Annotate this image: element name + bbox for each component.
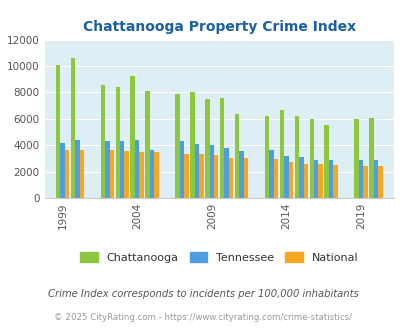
Bar	[333, 165, 337, 198]
Bar	[70, 58, 75, 198]
Bar	[65, 150, 69, 198]
Bar	[75, 140, 79, 198]
Bar	[358, 160, 362, 198]
Bar	[194, 144, 198, 198]
Bar	[298, 157, 303, 198]
Bar	[134, 140, 139, 198]
Bar	[154, 152, 158, 198]
Bar	[354, 119, 358, 198]
Bar	[373, 160, 377, 198]
Bar	[175, 94, 179, 198]
Bar	[284, 156, 288, 198]
Bar	[130, 76, 134, 198]
Bar	[145, 91, 149, 198]
Bar	[205, 99, 209, 198]
Bar	[234, 114, 239, 198]
Bar	[368, 118, 373, 198]
Bar	[56, 65, 60, 198]
Bar	[100, 85, 105, 198]
Legend: Chattanooga, Tennessee, National: Chattanooga, Tennessee, National	[75, 248, 362, 268]
Bar	[273, 159, 277, 198]
Bar	[309, 119, 313, 198]
Bar	[318, 164, 322, 198]
Text: Crime Index corresponds to incidents per 100,000 inhabitants: Crime Index corresponds to incidents per…	[47, 289, 358, 299]
Bar	[209, 145, 213, 198]
Bar	[190, 92, 194, 198]
Bar	[179, 141, 184, 198]
Bar	[109, 150, 114, 198]
Bar	[149, 150, 154, 198]
Bar	[213, 155, 218, 198]
Text: © 2025 CityRating.com - https://www.cityrating.com/crime-statistics/: © 2025 CityRating.com - https://www.city…	[54, 313, 351, 322]
Bar	[239, 151, 243, 198]
Bar	[220, 98, 224, 198]
Bar	[328, 160, 333, 198]
Bar	[288, 162, 292, 198]
Bar	[124, 151, 129, 198]
Bar	[264, 115, 269, 198]
Bar	[377, 166, 382, 198]
Bar	[228, 158, 233, 198]
Bar	[120, 141, 124, 198]
Bar	[224, 148, 228, 198]
Bar	[279, 110, 283, 198]
Bar	[184, 154, 188, 198]
Bar	[324, 125, 328, 198]
Bar	[115, 87, 120, 198]
Bar	[79, 150, 84, 198]
Bar	[105, 141, 109, 198]
Bar	[198, 154, 203, 198]
Bar	[294, 116, 298, 198]
Bar	[60, 143, 65, 198]
Bar	[362, 166, 367, 198]
Bar	[139, 152, 143, 198]
Bar	[313, 160, 318, 198]
Title: Chattanooga Property Crime Index: Chattanooga Property Crime Index	[83, 20, 355, 34]
Bar	[269, 150, 273, 198]
Bar	[243, 158, 248, 198]
Bar	[303, 164, 307, 198]
